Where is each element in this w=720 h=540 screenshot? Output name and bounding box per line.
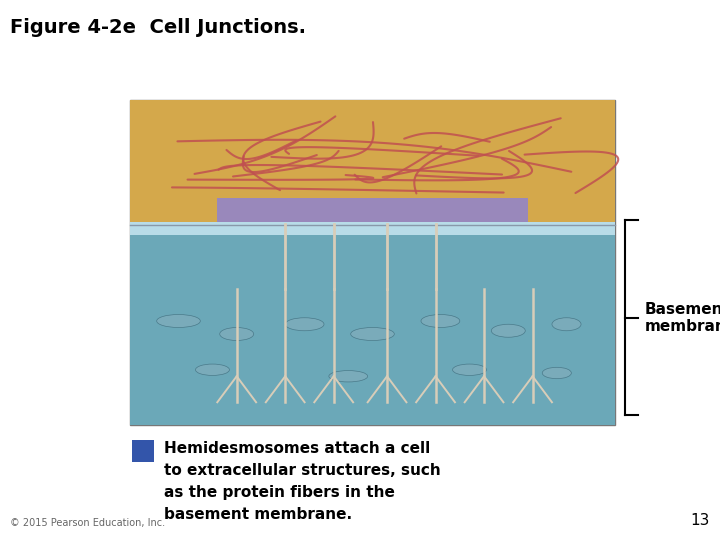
Text: e: e <box>138 444 148 458</box>
Bar <box>132 440 154 462</box>
Text: © 2015 Pearson Education, Inc.: © 2015 Pearson Education, Inc. <box>10 518 165 528</box>
Text: Hemidesmosomes attach a cell: Hemidesmosomes attach a cell <box>164 441 431 456</box>
Text: basement membrane.: basement membrane. <box>164 507 352 522</box>
Text: to extracellular structures, such: to extracellular structures, such <box>164 463 441 478</box>
Text: Basement
membrane: Basement membrane <box>645 302 720 334</box>
Bar <box>130 100 615 425</box>
Ellipse shape <box>329 370 368 382</box>
Ellipse shape <box>552 318 581 330</box>
Ellipse shape <box>285 318 324 330</box>
Bar <box>130 232 615 425</box>
Ellipse shape <box>351 327 395 341</box>
Ellipse shape <box>491 324 526 338</box>
Ellipse shape <box>195 364 230 375</box>
Text: 13: 13 <box>690 513 710 528</box>
Ellipse shape <box>220 327 253 341</box>
Bar <box>217 198 528 222</box>
Bar <box>130 100 615 269</box>
Bar <box>130 222 615 235</box>
Text: as the protein fibers in the: as the protein fibers in the <box>164 485 395 500</box>
Ellipse shape <box>542 367 572 379</box>
Ellipse shape <box>453 364 487 375</box>
Text: Figure 4-2e  Cell Junctions.: Figure 4-2e Cell Junctions. <box>10 18 306 37</box>
Ellipse shape <box>157 314 200 327</box>
Ellipse shape <box>421 314 460 327</box>
